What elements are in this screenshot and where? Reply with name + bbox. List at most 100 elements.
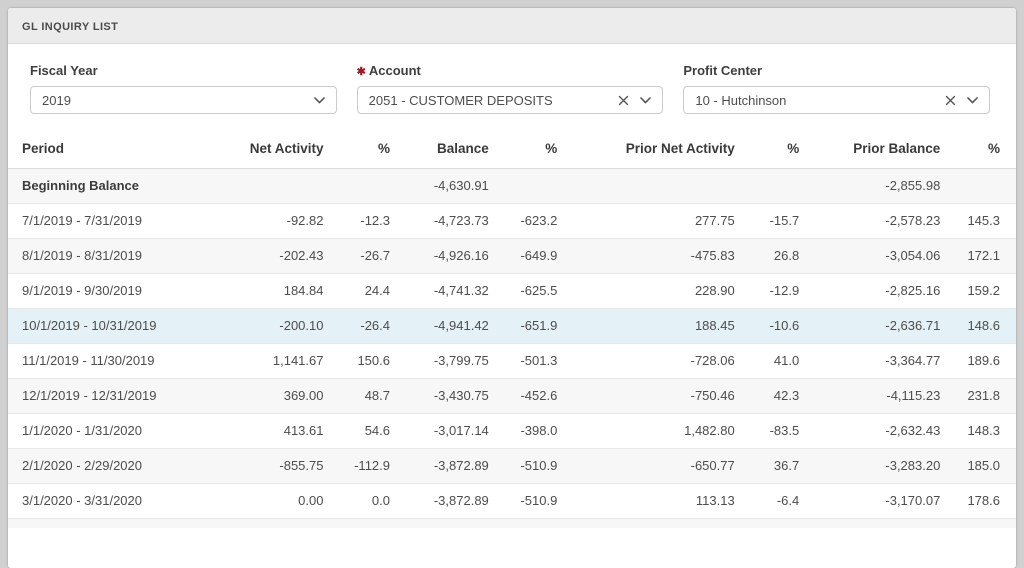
table-cell: 369.00 <box>192 378 324 414</box>
x-clear-icon[interactable] <box>618 95 629 106</box>
profit-center-value: 10 - Hutchinson <box>695 92 787 108</box>
table-cell: 159.2 <box>940 273 1016 309</box>
table-cell: 10/1/2019 - 10/31/2019 <box>8 308 193 344</box>
table-cell: -92.82 <box>192 203 324 239</box>
table-cell: -855.75 <box>192 448 324 484</box>
profit-center-select[interactable]: 10 - Hutchinson <box>683 86 991 114</box>
column-header: % <box>734 128 800 169</box>
table-cell: 1,482.80 <box>557 413 735 449</box>
table-cell: -4,115.23 <box>799 378 941 414</box>
table-row[interactable]: 8/1/2019 - 8/31/2019 -202.43 -26.7 -4,926.1… <box>8 238 1016 274</box>
table-cell: 277.75 <box>557 203 735 239</box>
table-cell: -12.9 <box>734 273 800 309</box>
column-header: Prior Balance <box>799 128 941 169</box>
table-header-row: Period Net Activity% Balance% Prior Net Act… <box>8 128 1016 169</box>
table-cell: -3,430.75 <box>390 378 489 414</box>
table-cell: -3,283.20 <box>799 448 941 484</box>
table-cell: 0.0 <box>323 483 390 518</box>
table-cell: -4,941.42 <box>390 308 489 344</box>
table-cell: 178.6 <box>940 483 1016 518</box>
table-cell: -3,872.89 <box>390 448 489 484</box>
table-cell: -2,825.16 <box>799 273 941 309</box>
column-header: Prior Net Activity <box>557 128 735 169</box>
table-row[interactable]: 9/1/2019 - 9/30/2019 184.84 24.4 -4,741.32-… <box>8 273 1016 309</box>
table-cell: 150.6 <box>323 343 390 379</box>
table-cell: 148.6 <box>940 308 1016 344</box>
table-cell: 1/1/2020 - 1/31/2020 <box>8 413 193 449</box>
table-cell: -4,741.32 <box>390 273 489 309</box>
table-cell: -510.9 <box>488 448 558 484</box>
chevron-down-icon[interactable] <box>967 96 978 104</box>
table-row[interactable]: 12/1/2019 - 12/31/2019 369.00 48.7 -3,430.7… <box>8 378 1016 414</box>
table-cell: -510.9 <box>488 483 558 518</box>
table-cell: 7/1/2019 - 7/31/2019 <box>8 203 193 239</box>
table-cell: -2,636.71 <box>799 308 941 344</box>
column-header: % <box>323 128 390 169</box>
table-cell: 36.7 <box>734 448 800 484</box>
column-header: Period <box>8 128 193 169</box>
table-cell: 12/1/2019 - 12/31/2019 <box>8 378 193 414</box>
account-label: ✱ Account <box>356 63 421 78</box>
profit-center-label: Profit Center <box>683 63 763 78</box>
fiscal-year-select[interactable]: 2019 <box>30 86 337 114</box>
panel-header: GL INQUIRY LIST <box>8 8 1016 44</box>
table-cell <box>489 169 558 204</box>
table-cell: 1,141.67 <box>192 343 324 379</box>
table-cell: -3,054.06 <box>799 238 941 274</box>
table-cell: -4,630.91 <box>433 178 489 193</box>
table-cell: 172.1 <box>940 238 1016 274</box>
table-cell <box>735 169 800 204</box>
table-cell: -398.0 <box>488 413 558 449</box>
table-cell: -475.83 <box>557 238 735 274</box>
table-cell: -2,632.43 <box>799 413 941 449</box>
table-cell: 231.8 <box>940 378 1016 414</box>
table-cell: 3/1/2020 - 3/31/2020 <box>8 483 193 518</box>
table-cell: -3,017.14 <box>390 413 489 449</box>
x-clear-icon[interactable] <box>945 95 956 106</box>
table-cell: 41.0 <box>734 343 800 379</box>
profit-center-filter: Profit Center 10 - Hutchinson <box>683 63 991 114</box>
account-value: 2051 - CUSTOMER DEPOSITS <box>368 92 553 108</box>
table-cell <box>940 169 1016 204</box>
table-cell: 2/1/2020 - 2/29/2020 <box>8 448 193 484</box>
table-cell: -649.9 <box>488 238 558 274</box>
table-cell: -2,578.23 <box>799 203 941 239</box>
table-row[interactable]: 2/1/2020 - 2/29/2020 -855.75 -112.9 -3,872.… <box>8 448 1016 484</box>
table-cell: -200.10 <box>192 308 324 344</box>
table-cell <box>323 169 390 204</box>
table-cell: -202.43 <box>192 238 324 274</box>
table-cell: 24.4 <box>323 273 390 309</box>
table-cell: 188.45 <box>557 308 735 344</box>
table-row[interactable]: Beginning Balance -4,630.91 -2,855.98 <box>8 168 1016 204</box>
table-cell: -10.6 <box>734 308 800 344</box>
column-header: Balance <box>390 128 489 169</box>
table-row[interactable]: 7/1/2019 - 7/31/2019 -92.82 -12.3 -4,723.73… <box>8 203 1016 239</box>
table-cell: 113.13 <box>557 483 735 518</box>
account-filter: ✱ Account 2051 - CUSTOMER DEPOSITS <box>356 63 664 114</box>
table-cell: 42.3 <box>734 378 800 414</box>
table-cell: 184.84 <box>192 273 324 309</box>
table-cell: 189.6 <box>940 343 1016 379</box>
account-select[interactable]: 2051 - CUSTOMER DEPOSITS <box>356 86 664 114</box>
table-cell: -3,170.07 <box>799 483 941 518</box>
column-header: Net Activity <box>192 128 324 169</box>
table-cell: Beginning Balance <box>22 178 140 193</box>
table-cell: -651.9 <box>488 308 558 344</box>
table-cell: 228.90 <box>557 273 735 309</box>
fiscal-year-label: Fiscal Year <box>30 63 98 78</box>
table-row[interactable]: 10/1/2019 - 10/31/2019 -200.10 -26.4 -4,941… <box>8 308 1016 344</box>
chevron-down-icon[interactable] <box>640 96 652 104</box>
table-cell: 413.61 <box>192 413 324 449</box>
table-cell: 145.3 <box>940 203 1016 239</box>
chevron-down-icon[interactable] <box>313 96 325 104</box>
table-cell <box>557 169 734 204</box>
gl-inquiry-panel: GL INQUIRY LIST Fiscal Year 2019 ✱ Accoun… <box>8 8 1016 568</box>
table-row[interactable]: 3/1/2020 - 3/31/2020 0.00 0.0 -3,872.89 -510… <box>8 483 1016 518</box>
column-header: % <box>488 128 558 169</box>
table-row[interactable]: 1/1/2020 - 1/31/2020 413.61 54.6 -3,017.14-… <box>8 413 1016 449</box>
table-cell: -623.2 <box>488 203 558 239</box>
table-row[interactable]: 11/1/2019 - 11/30/2019 1,141.67 150.6 -3,79… <box>8 343 1016 379</box>
table-cell: -3,872.89 <box>390 483 489 518</box>
gl-inquiry-table: Period Net Activity% Balance% Prior Net Act… <box>8 128 1016 518</box>
table-cell: -750.46 <box>557 378 735 414</box>
